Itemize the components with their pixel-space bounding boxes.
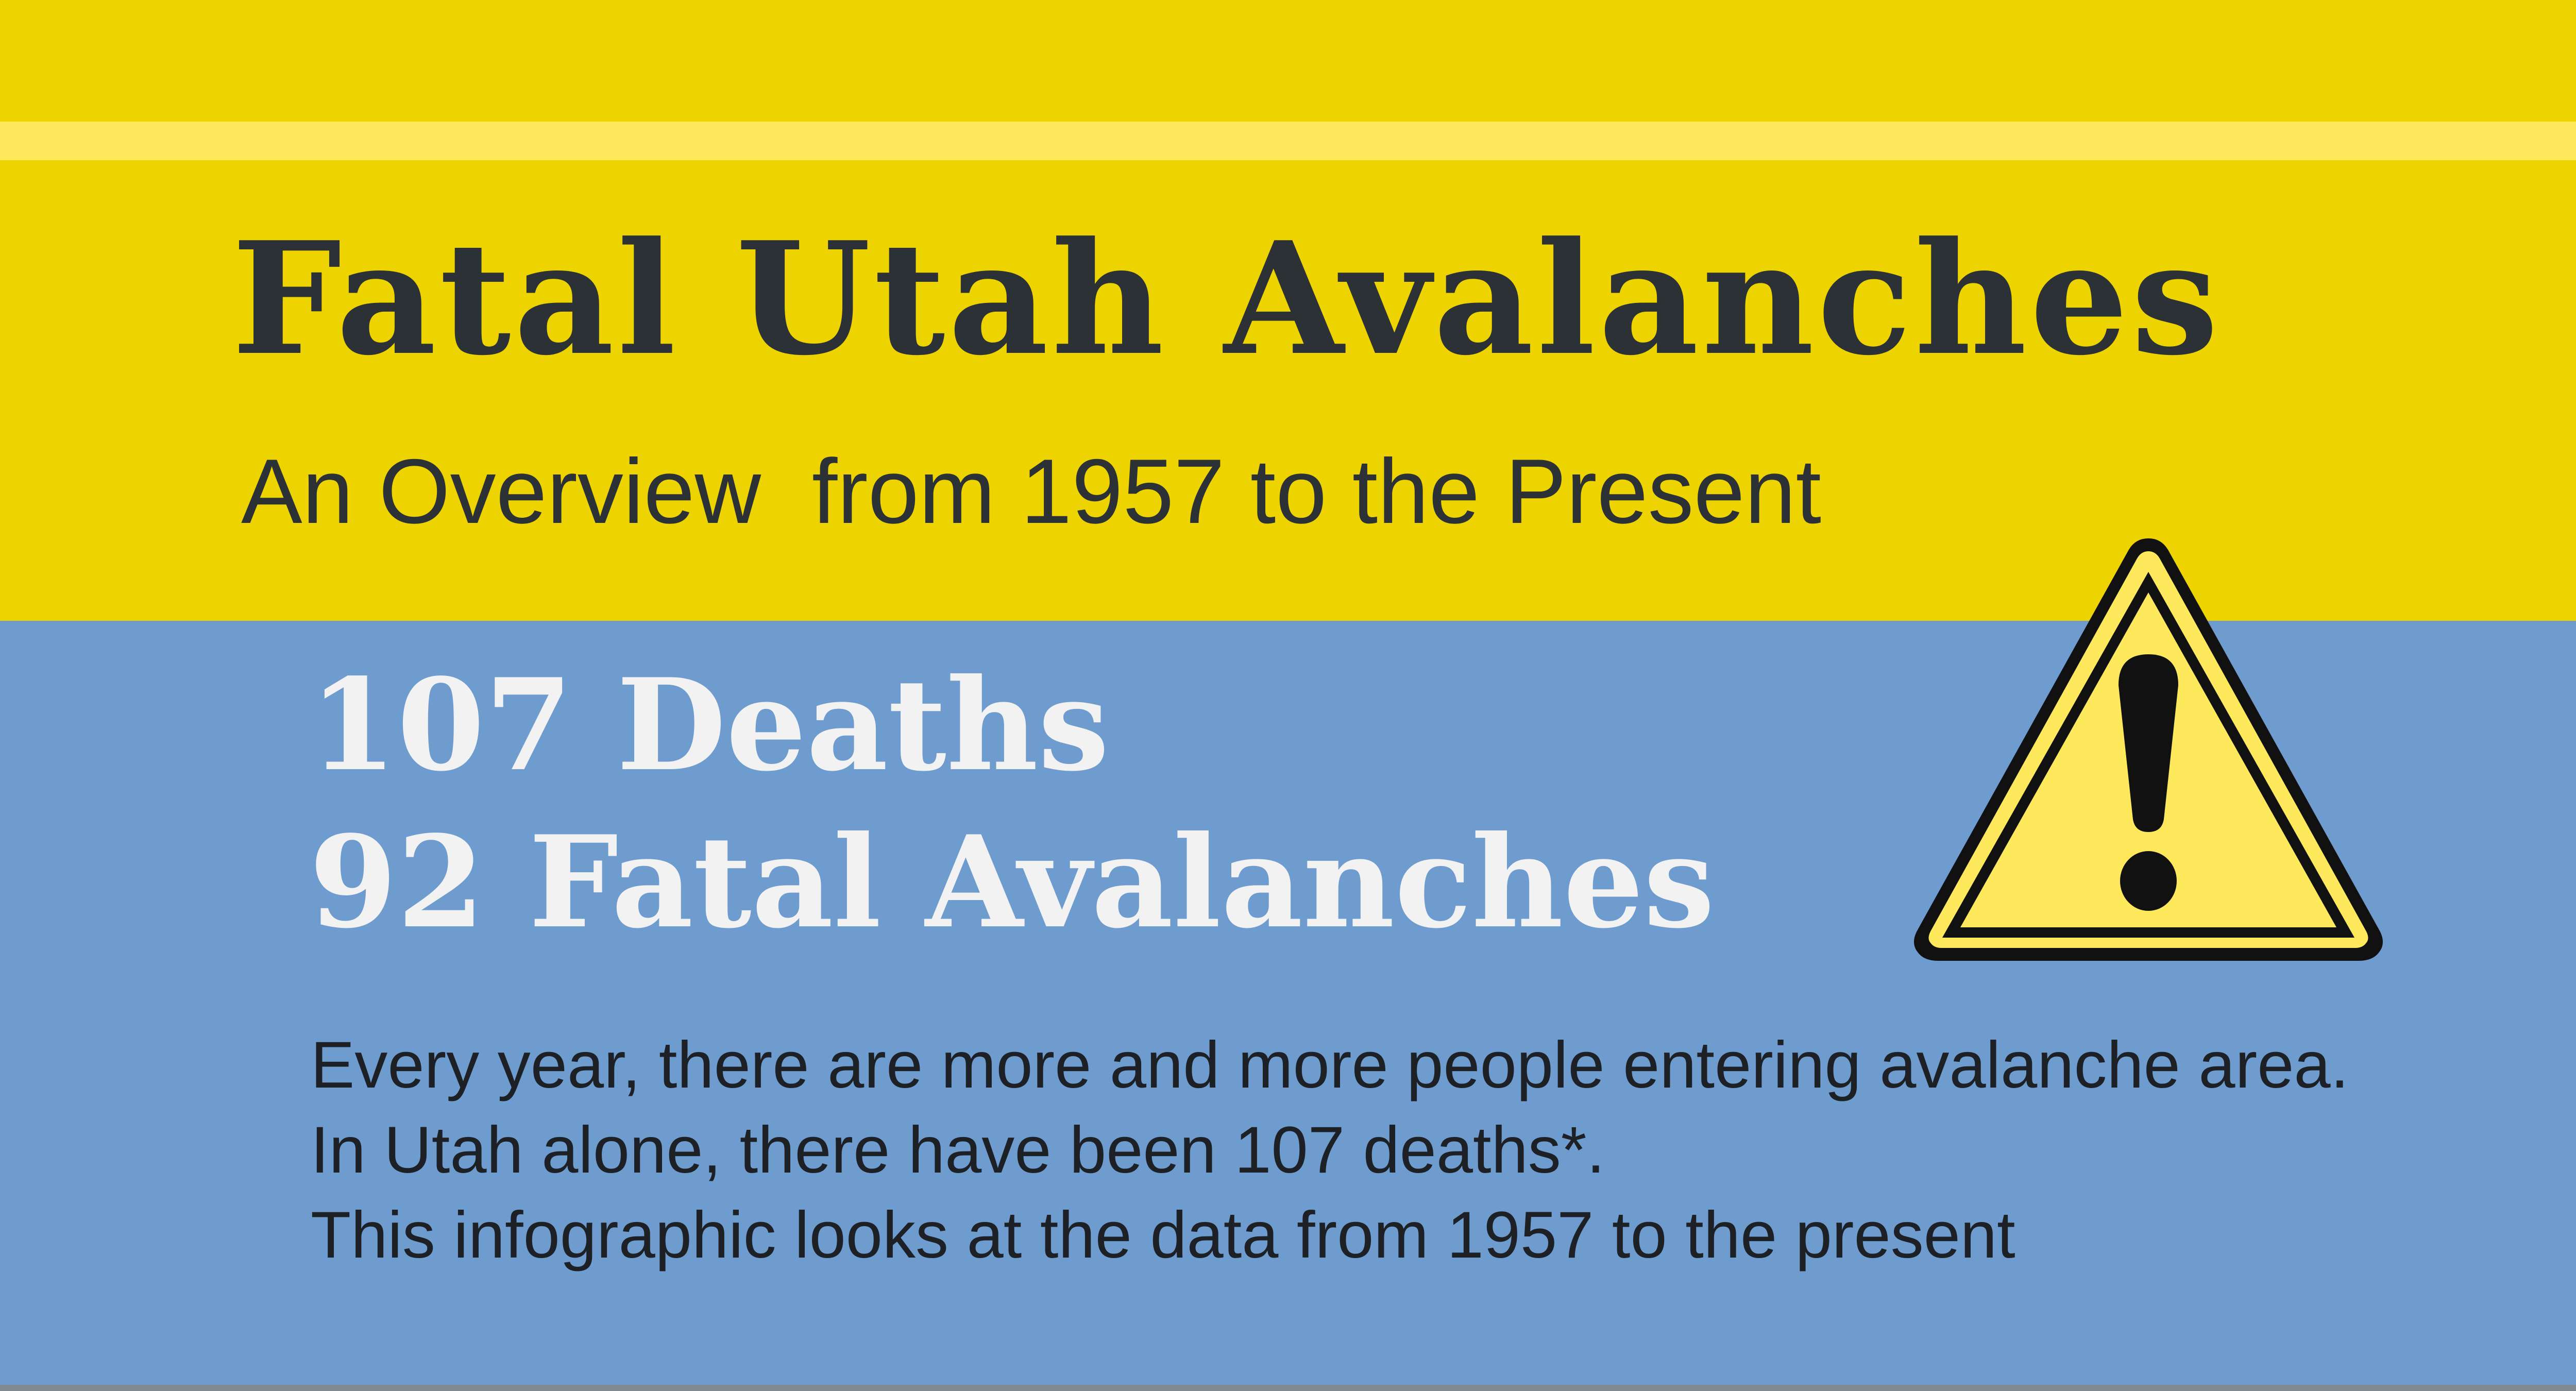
page-title: Fatal Utah Avalanches: [232, 208, 2222, 389]
accent-stripe: [0, 122, 2576, 160]
intro-line: This infographic looks at the data from …: [311, 1198, 2015, 1272]
fatal-avalanches-stat: 92 Fatal Avalanches: [309, 808, 1715, 956]
intro-line: Every year, there are more and more peop…: [311, 1028, 2349, 1102]
intro-paragraph: Every year, there are more and more peop…: [311, 1023, 2475, 1278]
bottom-divider: [0, 1385, 2576, 1391]
warning-triangle-icon: [1914, 538, 2383, 961]
title-band: [0, 0, 2576, 621]
deaths-stat: 107 Deaths: [309, 651, 1110, 799]
intro-line: In Utah alone, there have been 107 death…: [311, 1113, 1605, 1187]
page-subtitle: An Overview from 1957 to the Present: [241, 440, 1822, 542]
